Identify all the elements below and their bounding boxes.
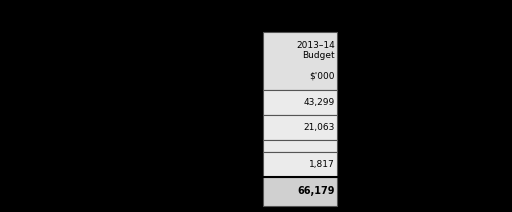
Text: 43,299: 43,299 bbox=[304, 98, 335, 107]
Text: 66,179: 66,179 bbox=[297, 186, 335, 196]
Bar bbox=[263, 152, 337, 177]
Text: 1,817: 1,817 bbox=[309, 160, 335, 169]
Bar bbox=[263, 115, 337, 140]
Bar bbox=[263, 32, 337, 90]
Bar bbox=[263, 140, 337, 152]
Text: 2013–14
Budget

$'000: 2013–14 Budget $'000 bbox=[296, 41, 335, 81]
Bar bbox=[263, 90, 337, 115]
Text: 21,063: 21,063 bbox=[304, 123, 335, 132]
Bar bbox=[263, 177, 337, 206]
